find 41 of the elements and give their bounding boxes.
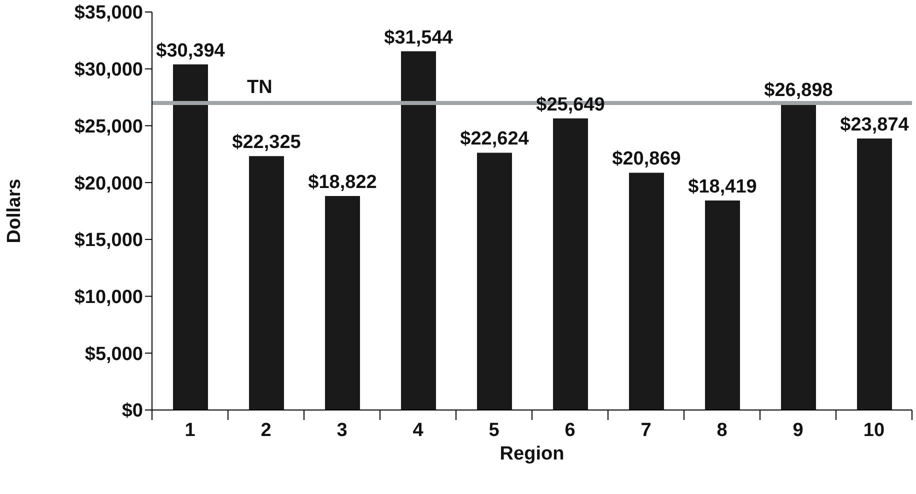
bar <box>173 64 208 410</box>
x-tick-label: 6 <box>564 420 576 441</box>
y-tick-label: $35,000 <box>74 2 143 24</box>
y-tick-label: $0 <box>122 400 143 422</box>
x-tick-label: 4 <box>412 420 424 441</box>
bar <box>553 118 588 410</box>
x-tick-label: 1 <box>184 420 196 441</box>
x-tick-label: 2 <box>260 420 272 441</box>
bar <box>629 172 664 410</box>
x-tick-label: 5 <box>488 420 500 441</box>
y-tick-label: $30,000 <box>74 60 143 81</box>
bar <box>401 51 436 410</box>
x-tick-label: 3 <box>336 420 348 441</box>
bar <box>705 200 740 410</box>
x-tick-label: 8 <box>716 420 728 441</box>
data-label: $31,544 <box>384 27 454 48</box>
bar <box>781 104 816 410</box>
y-tick-label: $5,000 <box>84 344 143 365</box>
bar <box>325 196 360 410</box>
data-label: $22,325 <box>232 132 302 154</box>
x-tick-label: 10 <box>863 420 885 441</box>
bar <box>249 156 284 410</box>
y-tick-label: $25,000 <box>74 116 143 138</box>
data-label: $18,822 <box>308 172 377 193</box>
data-label: $23,874 <box>840 114 910 136</box>
data-label: $26,898 <box>764 80 833 102</box>
bar <box>857 138 892 410</box>
y-tick-label: $15,000 <box>74 230 143 252</box>
data-label: $30,394 <box>156 40 226 62</box>
data-label: $20,869 <box>612 148 681 170</box>
x-tick-label: 7 <box>640 420 652 441</box>
x-axis-title: Region <box>500 443 564 464</box>
data-label: $25,649 <box>536 94 605 116</box>
data-label: $18,419 <box>688 176 757 198</box>
y-tick-label: $10,000 <box>74 287 143 308</box>
x-tick-label: 9 <box>792 420 804 441</box>
data-label: $22,624 <box>460 128 530 150</box>
y-axis-title: Dollars <box>4 178 25 244</box>
bar <box>477 152 512 410</box>
ref-line-label: TN <box>247 76 272 98</box>
y-tick-label: $20,000 <box>74 173 143 194</box>
